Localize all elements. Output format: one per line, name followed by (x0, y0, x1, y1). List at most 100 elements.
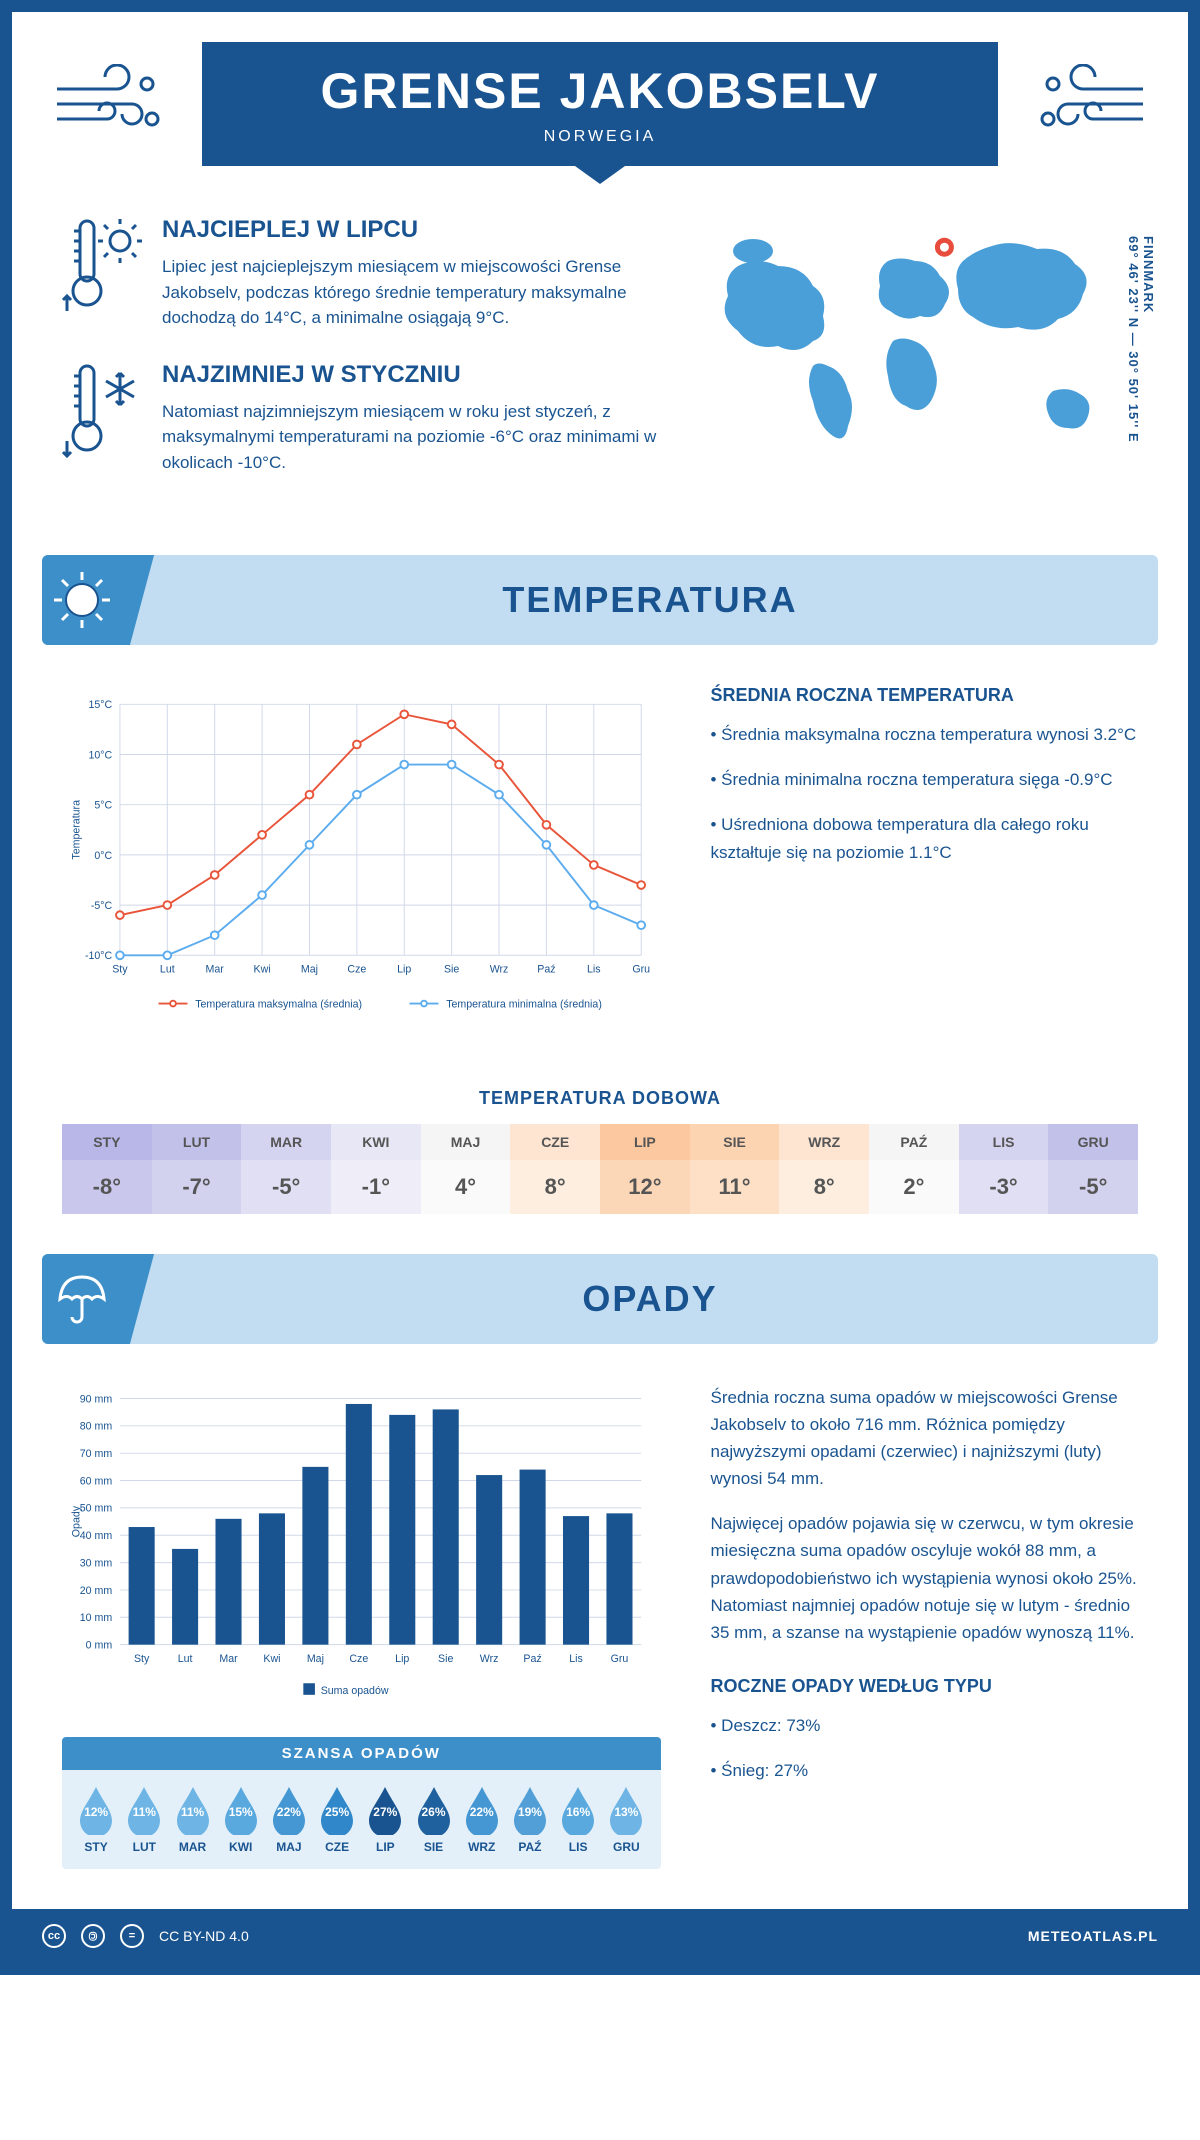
daily-temp-cell: CZE8° (510, 1124, 600, 1214)
svg-text:Gru: Gru (632, 964, 650, 976)
svg-text:Kwi: Kwi (263, 1653, 280, 1665)
daily-temp-cell: MAR-5° (241, 1124, 331, 1214)
svg-text:5°C: 5°C (94, 800, 112, 812)
svg-text:Maj: Maj (307, 1653, 324, 1665)
daily-temp-cell: STY-8° (62, 1124, 152, 1214)
daily-temp-cell: LIP12° (600, 1124, 690, 1214)
svg-text:Kwi: Kwi (254, 964, 271, 976)
warmest-title: NAJCIEPLEJ W LIPCU (162, 216, 658, 244)
temperature-chart-row: -10°C-5°C0°C5°C10°C15°CStyLutMarKwiMajCz… (12, 665, 1188, 1058)
svg-text:Lip: Lip (395, 1653, 409, 1665)
precip-type-heading: ROCZNE OPADY WEDŁUG TYPU (711, 1676, 1139, 1697)
svg-text:Sty: Sty (112, 964, 128, 976)
thermometer-sun-icon (62, 216, 142, 316)
svg-text:Sty: Sty (134, 1653, 150, 1665)
svg-text:Temperatura maksymalna (średni: Temperatura maksymalna (średnia) (195, 998, 362, 1010)
precip-chance-row: 12%STY11%LUT11%MAR15%KWI22%MAJ25%CZE27%L… (62, 1770, 661, 1869)
summary-text-column: NAJCIEPLEJ W LIPCU Lipiec jest najcieple… (62, 216, 658, 505)
svg-text:-10°C: -10°C (85, 950, 113, 962)
site-name: METEOATLAS.PL (1028, 1928, 1158, 1944)
coldest-block: NAJZIMNIEJ W STYCZNIU Natomiast najzimni… (62, 361, 658, 476)
svg-text:80 mm: 80 mm (80, 1420, 113, 1432)
daily-temp-cell: GRU-5° (1048, 1124, 1138, 1214)
precipitation-section-header: OPADY (42, 1254, 1158, 1344)
precip-chance-cell: 27%LIP (361, 1785, 409, 1854)
svg-text:15°C: 15°C (88, 699, 112, 711)
precip-p2: Najwięcej opadów pojawia się w czerwcu, … (711, 1510, 1139, 1646)
thermometer-snow-icon (62, 361, 142, 461)
svg-text:Cze: Cze (347, 964, 366, 976)
world-map: FINNMARK 69° 46' 23'' N — 30° 50' 15'' E (698, 216, 1138, 505)
precipitation-chart-row: 0 mm10 mm20 mm30 mm40 mm50 mm60 mm70 mm8… (12, 1364, 1188, 1909)
svg-text:Paź: Paź (523, 1653, 541, 1665)
svg-text:Paź: Paź (537, 964, 555, 976)
svg-text:40 mm: 40 mm (80, 1530, 113, 1542)
svg-text:10 mm: 10 mm (80, 1612, 113, 1624)
precip-p1: Średnia roczna suma opadów w miejscowośc… (711, 1384, 1139, 1493)
footer: cc 🄯 = CC BY-ND 4.0 METEOATLAS.PL (12, 1909, 1188, 1963)
cc-icon: cc (42, 1924, 66, 1948)
daily-temp-cell: LIS-3° (959, 1124, 1049, 1214)
temperature-summary-text: ŚREDNIA ROCZNA TEMPERATURA • Średnia mak… (711, 685, 1139, 1038)
svg-text:50 mm: 50 mm (80, 1502, 113, 1514)
by-icon: 🄯 (81, 1924, 105, 1948)
precip-chance-cell: 19%PAŹ (506, 1785, 554, 1854)
daily-temp-cell: SIE11° (690, 1124, 780, 1214)
precipitation-summary-text: Średnia roczna suma opadów w miejscowośc… (711, 1384, 1139, 1889)
country-subtitle: NORWEGIA (242, 128, 958, 146)
summary-row: NAJCIEPLEJ W LIPCU Lipiec jest najcieple… (12, 186, 1188, 535)
svg-text:Gru: Gru (611, 1653, 629, 1665)
umbrella-icon (52, 1269, 112, 1329)
svg-text:Wrz: Wrz (480, 1653, 499, 1665)
precip-chance-box: SZANSA OPADÓW 12%STY11%LUT11%MAR15%KWI22… (62, 1737, 661, 1869)
svg-text:0°C: 0°C (94, 850, 112, 862)
coldest-title: NAJZIMNIEJ W STYCZNIU (162, 361, 658, 389)
warmest-text: Lipiec jest najcieplejszym miesiącem w m… (162, 254, 658, 331)
precip-chance-cell: 26%SIE (409, 1785, 457, 1854)
daily-temp-cell: KWI-1° (331, 1124, 421, 1214)
svg-text:Cze: Cze (349, 1653, 368, 1665)
svg-text:Sie: Sie (438, 1653, 453, 1665)
svg-text:Temperatura: Temperatura (70, 800, 82, 860)
svg-text:Lis: Lis (587, 964, 601, 976)
svg-text:0 mm: 0 mm (86, 1639, 113, 1651)
svg-text:70 mm: 70 mm (80, 1448, 113, 1460)
svg-text:Lut: Lut (160, 964, 175, 976)
svg-text:Opady: Opady (70, 1505, 82, 1537)
precip-chance-cell: 15%KWI (217, 1785, 265, 1854)
svg-text:-5°C: -5°C (91, 900, 113, 912)
license-text: CC BY-ND 4.0 (159, 1928, 249, 1944)
daily-temp-cell: MAJ4° (421, 1124, 511, 1214)
precip-chance-cell: 11%LUT (120, 1785, 168, 1854)
svg-text:Sie: Sie (444, 964, 459, 976)
nd-icon: = (120, 1924, 144, 1948)
svg-text:Lis: Lis (569, 1653, 583, 1665)
temp-bullet-2: • Uśredniona dobowa temperatura dla całe… (711, 811, 1139, 865)
svg-text:Temperatura minimalna (średnia: Temperatura minimalna (średnia) (446, 998, 602, 1010)
svg-text:90 mm: 90 mm (80, 1393, 113, 1405)
svg-text:Maj: Maj (301, 964, 318, 976)
warmest-block: NAJCIEPLEJ W LIPCU Lipiec jest najcieple… (62, 216, 658, 331)
bar-chart-precipitation: 0 mm10 mm20 mm30 mm40 mm50 mm60 mm70 mm8… (62, 1384, 661, 1889)
wind-icon-right (1028, 64, 1148, 144)
header: GRENSE JAKOBSELV NORWEGIA (12, 12, 1188, 186)
precip-chance-cell: 22%WRZ (458, 1785, 506, 1854)
daily-temp-table: STY-8°LUT-7°MAR-5°KWI-1°MAJ4°CZE8°LIP12°… (62, 1124, 1138, 1214)
daily-temp-cell: PAŹ2° (869, 1124, 959, 1214)
svg-text:10°C: 10°C (88, 749, 112, 761)
precip-chance-cell: 11%MAR (168, 1785, 216, 1854)
svg-text:Suma opadów: Suma opadów (321, 1684, 389, 1696)
svg-text:30 mm: 30 mm (80, 1557, 113, 1569)
svg-text:60 mm: 60 mm (80, 1475, 113, 1487)
svg-text:Wrz: Wrz (490, 964, 509, 976)
wind-icon-left (52, 64, 172, 144)
temp-text-heading: ŚREDNIA ROCZNA TEMPERATURA (711, 685, 1139, 706)
svg-text:Lip: Lip (397, 964, 411, 976)
precip-type-0: • Deszcz: 73% (711, 1712, 1139, 1739)
infographic-container: GRENSE JAKOBSELV NORWEGIA (0, 0, 1200, 1975)
location-title: GRENSE JAKOBSELV (242, 62, 958, 120)
precip-chance-cell: 22%MAJ (265, 1785, 313, 1854)
coldest-text: Natomiast najzimniejszym miesiącem w rok… (162, 399, 658, 476)
daily-temp-cell: LUT-7° (152, 1124, 242, 1214)
precip-chance-title: SZANSA OPADÓW (62, 1737, 661, 1770)
